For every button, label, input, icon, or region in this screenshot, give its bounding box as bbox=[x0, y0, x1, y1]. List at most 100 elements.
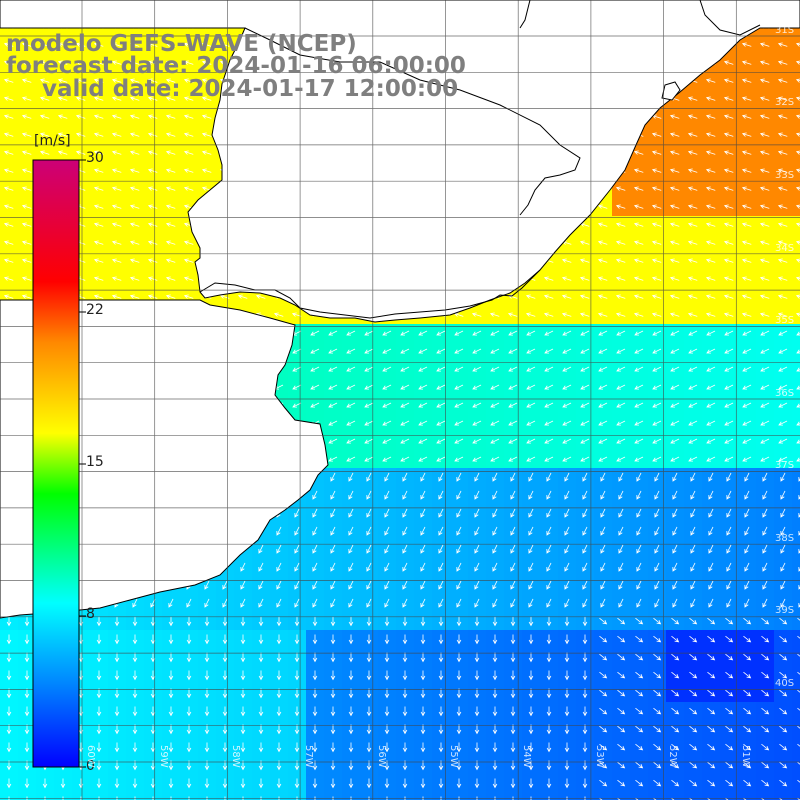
wind-arrow bbox=[366, 490, 372, 500]
wind-arrow bbox=[761, 635, 770, 643]
wind-arrow bbox=[690, 544, 696, 554]
wind-arrow bbox=[384, 598, 390, 608]
field-cell bbox=[414, 738, 433, 757]
wind-arrow bbox=[761, 761, 770, 769]
wind-arrow bbox=[582, 706, 588, 717]
field-cell bbox=[450, 738, 469, 757]
field-cell bbox=[342, 432, 361, 451]
wind-arrow bbox=[634, 384, 644, 390]
wind-arrow bbox=[472, 402, 482, 408]
field-cell bbox=[306, 720, 325, 739]
wind-arrow bbox=[797, 761, 800, 765]
wind-arrow bbox=[3, 114, 14, 119]
field-cell bbox=[216, 666, 235, 685]
field-cell bbox=[342, 396, 361, 415]
wind-arrow bbox=[168, 688, 174, 699]
wind-arrow bbox=[724, 402, 734, 408]
wind-arrow bbox=[635, 725, 644, 733]
wind-arrow bbox=[273, 312, 284, 317]
field-cell bbox=[396, 612, 415, 631]
wind-arrow bbox=[689, 689, 698, 697]
field-cell bbox=[396, 738, 415, 757]
field-cell bbox=[414, 450, 433, 469]
field-cell bbox=[792, 324, 800, 343]
wind-arrow bbox=[240, 652, 246, 663]
wind-arrow bbox=[670, 420, 680, 426]
wind-arrow bbox=[474, 544, 480, 554]
field-cell bbox=[342, 558, 361, 577]
field-cell bbox=[324, 360, 343, 379]
field-cell bbox=[594, 414, 613, 433]
field-cell bbox=[144, 738, 163, 757]
field-cell bbox=[342, 486, 361, 505]
field-cell bbox=[648, 468, 667, 487]
field-cell bbox=[792, 36, 800, 55]
field-cell bbox=[666, 486, 685, 505]
wind-arrow bbox=[653, 635, 662, 643]
wind-arrow bbox=[93, 42, 104, 47]
field-cell bbox=[468, 342, 487, 361]
wind-arrow bbox=[508, 330, 518, 336]
wind-arrow bbox=[201, 168, 212, 173]
wind-arrow bbox=[562, 438, 572, 444]
field-cell bbox=[756, 522, 775, 541]
wind-arrow bbox=[3, 168, 14, 173]
wind-arrow bbox=[744, 562, 750, 572]
wind-arrow bbox=[598, 438, 608, 444]
field-cell bbox=[720, 360, 739, 379]
field-cell bbox=[180, 612, 199, 631]
field-cell bbox=[594, 468, 613, 487]
wind-arrow bbox=[546, 490, 552, 500]
wind-arrow bbox=[615, 186, 626, 191]
wind-arrow bbox=[346, 366, 356, 372]
wind-arrow bbox=[21, 132, 32, 137]
field-cell bbox=[234, 774, 253, 793]
wind-arrow bbox=[474, 562, 480, 572]
field-cell bbox=[18, 630, 37, 649]
field-cell bbox=[270, 558, 289, 577]
wind-arrow bbox=[582, 508, 588, 518]
wind-arrow bbox=[669, 186, 680, 191]
wind-arrow bbox=[129, 294, 140, 299]
wind-arrow bbox=[400, 456, 410, 462]
field-cell bbox=[792, 234, 800, 253]
field-cell bbox=[540, 414, 559, 433]
wind-arrow bbox=[761, 725, 770, 733]
wind-arrow bbox=[687, 186, 698, 191]
field-cell bbox=[450, 504, 469, 523]
field-cell bbox=[450, 414, 469, 433]
wind-arrow bbox=[654, 508, 660, 518]
wind-arrow bbox=[544, 348, 554, 354]
field-cell bbox=[414, 774, 433, 793]
wind-arrow bbox=[129, 168, 140, 173]
wind-arrow bbox=[21, 96, 32, 101]
wind-arrow bbox=[438, 508, 444, 518]
wind-arrow bbox=[599, 743, 608, 751]
field-cell bbox=[540, 738, 559, 757]
field-cell bbox=[90, 702, 109, 721]
field-cell bbox=[504, 342, 523, 361]
wind-arrow bbox=[669, 114, 680, 119]
wind-arrow bbox=[57, 96, 68, 101]
field-cell bbox=[288, 702, 307, 721]
field-cell bbox=[486, 576, 505, 595]
wind-arrow bbox=[779, 653, 788, 661]
field-cell bbox=[144, 792, 163, 800]
wind-arrow bbox=[706, 366, 716, 372]
field-cell bbox=[486, 540, 505, 559]
wind-arrow bbox=[599, 617, 608, 625]
wind-arrow bbox=[490, 366, 500, 372]
wind-arrow bbox=[21, 168, 32, 173]
wind-arrow bbox=[780, 562, 786, 572]
wind-arrow bbox=[778, 402, 788, 408]
field-cell bbox=[288, 540, 307, 559]
wind-arrow bbox=[384, 562, 390, 572]
field-cell bbox=[396, 342, 415, 361]
wind-arrow bbox=[489, 312, 500, 317]
wind-arrow bbox=[183, 60, 194, 65]
wind-arrow bbox=[384, 688, 390, 699]
wind-arrow bbox=[456, 562, 462, 572]
wind-arrow bbox=[795, 186, 800, 191]
wind-arrow bbox=[93, 294, 104, 299]
wind-arrow bbox=[474, 508, 480, 518]
